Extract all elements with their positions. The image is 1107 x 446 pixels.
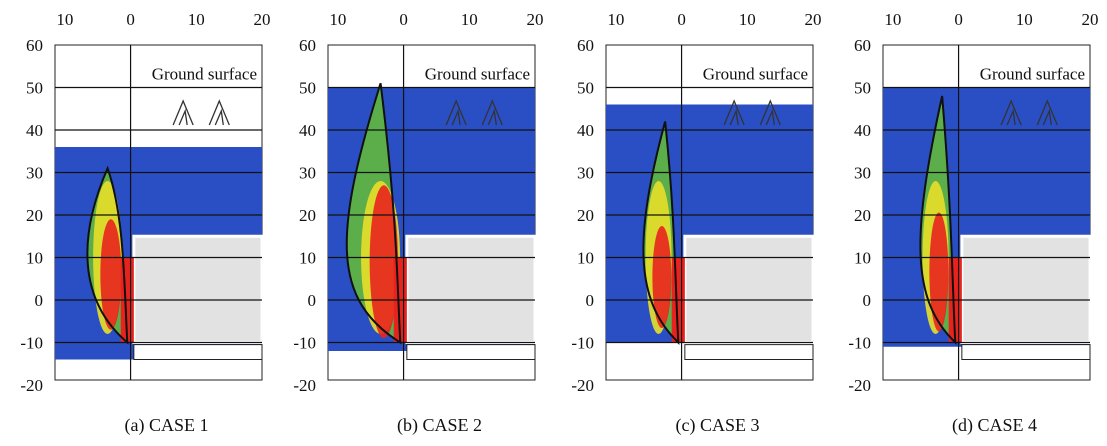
plume-red [929, 212, 949, 332]
y-tick-label: 40 [854, 121, 871, 140]
tree-icon [723, 99, 745, 126]
x-tick-label: 10 [1016, 10, 1033, 29]
y-tick-label: 10 [854, 249, 871, 268]
base-slab [133, 344, 263, 360]
x-tick-label: 20 [805, 10, 822, 29]
annotation: Ground surface [425, 65, 530, 84]
panel: 60 50 40 30 20 10 0 -10 -20 10 0 10 20 Ground surface… [571, 10, 821, 436]
y-tick-label: 60 [854, 36, 871, 55]
x-tick-label: 20 [527, 10, 544, 29]
x-tick-label: 0 [954, 10, 963, 29]
tree-icon [481, 99, 503, 126]
y-tick-label: 40 [577, 121, 594, 140]
x-tick-label: 10 [329, 10, 346, 29]
x-tick-label: 0 [677, 10, 686, 29]
tree-icon [172, 99, 194, 126]
y-tick-label: 20 [299, 206, 316, 225]
annotation: Ground surface [703, 65, 808, 84]
x-tick-label: 0 [126, 10, 135, 29]
x-tick-label: 10 [739, 10, 756, 29]
base-slab [406, 344, 536, 360]
y-tick-label: 30 [26, 164, 43, 183]
y-tick-label: 0 [863, 291, 872, 310]
caption: (b) CASE 2 [397, 415, 482, 436]
tree-icon [1036, 99, 1058, 126]
tree-icon [759, 99, 781, 126]
x-tick-label: 10 [884, 10, 901, 29]
y-tick-label: -20 [571, 376, 594, 395]
y-tick-label: -20 [293, 376, 316, 395]
structure [132, 234, 264, 344]
y-tick-label: 0 [35, 291, 44, 310]
base-slab [961, 344, 1091, 360]
structure [405, 234, 537, 344]
tree-icon [445, 99, 467, 126]
y-tick-label: -10 [571, 334, 594, 353]
y-tick-label: 50 [577, 79, 594, 98]
y-tick-label: -10 [293, 334, 316, 353]
y-tick-label: 0 [586, 291, 595, 310]
x-tick-label: 10 [56, 10, 73, 29]
caption: (a) CASE 1 [125, 415, 209, 436]
structure [960, 234, 1092, 344]
y-tick-label: -20 [848, 376, 871, 395]
y-tick-label: 60 [577, 36, 594, 55]
y-tick-label: 10 [577, 249, 594, 268]
x-tick-label: 0 [399, 10, 408, 29]
y-tick-label: 50 [26, 79, 43, 98]
y-tick-label: 20 [26, 206, 43, 225]
annotation: Ground surface [152, 65, 257, 84]
y-tick-label: 20 [854, 206, 871, 225]
y-tick-label: -10 [848, 334, 871, 353]
plume-red [100, 219, 122, 330]
y-tick-label: 60 [26, 36, 43, 55]
y-tick-label: 30 [854, 164, 871, 183]
y-tick-label: 50 [854, 79, 871, 98]
y-tick-label: -20 [20, 376, 43, 395]
y-tick-label: 10 [299, 249, 316, 268]
y-tick-label: 30 [577, 164, 594, 183]
annotation: Ground surface [980, 65, 1085, 84]
x-tick-label: 10 [461, 10, 478, 29]
plume-red [652, 226, 672, 329]
y-tick-label: 40 [26, 121, 43, 140]
y-tick-label: 40 [299, 121, 316, 140]
x-tick-label: 20 [1082, 10, 1099, 29]
y-tick-label: 20 [577, 206, 594, 225]
y-tick-label: -10 [20, 334, 43, 353]
tree-icon [208, 99, 230, 126]
panel: 60 50 40 30 20 10 0 -10 -20 10 0 10 20 Ground surface… [20, 10, 270, 436]
structure [683, 234, 815, 344]
tree-icon [1000, 99, 1022, 126]
base-slab [684, 344, 814, 360]
y-tick-label: 0 [308, 291, 317, 310]
panel: 60 50 40 30 20 10 0 -10 -20 10 0 10 20 Ground surface… [293, 10, 543, 436]
caption: (c) CASE 3 [676, 415, 760, 436]
y-tick-label: 30 [299, 164, 316, 183]
y-tick-label: 10 [26, 249, 43, 268]
x-tick-label: 20 [254, 10, 271, 29]
x-tick-label: 10 [607, 10, 624, 29]
caption: (d) CASE 4 [952, 415, 1037, 436]
x-tick-label: 10 [188, 10, 205, 29]
y-tick-label: 50 [299, 79, 316, 98]
y-tick-label: 60 [299, 36, 316, 55]
panel: 60 50 40 30 20 10 0 -10 -20 10 0 10 20 Ground surface… [848, 10, 1098, 436]
